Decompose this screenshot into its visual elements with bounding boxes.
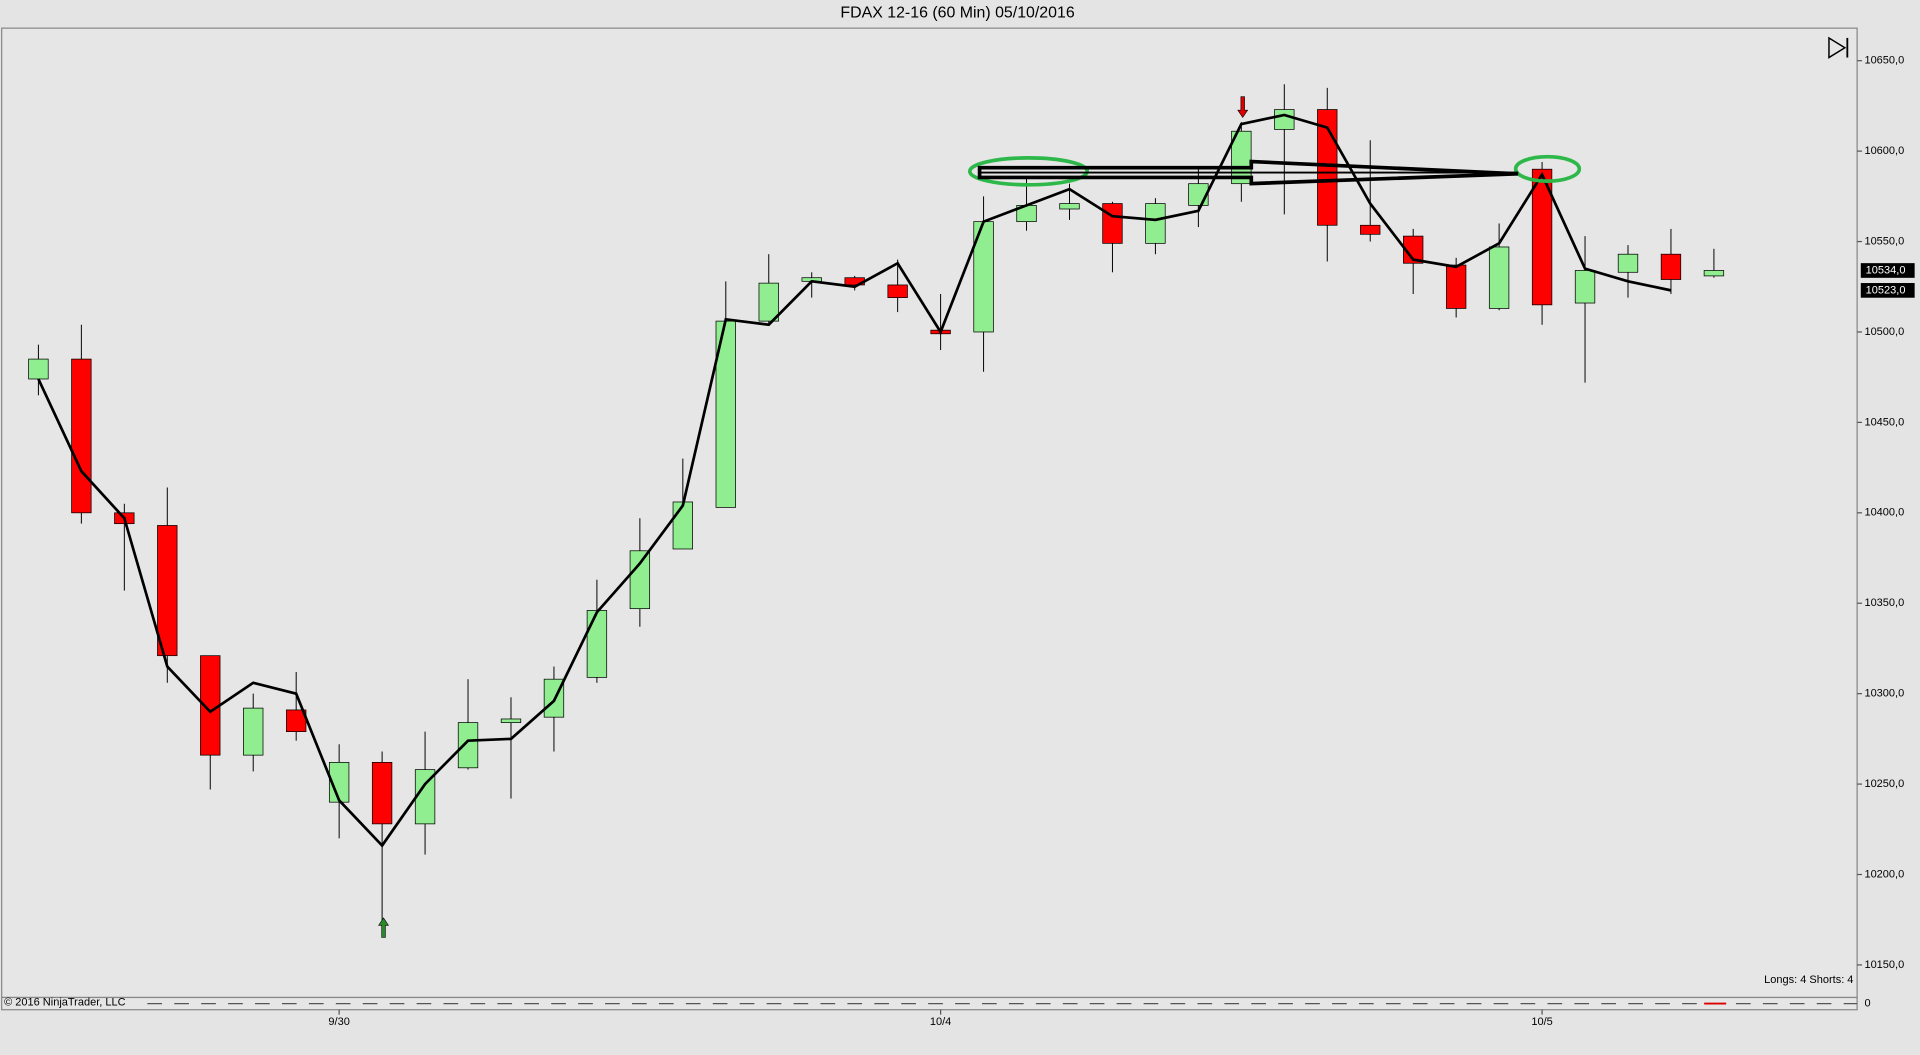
candle-body [371, 762, 393, 825]
short-signal [1237, 96, 1249, 119]
candle-body [1102, 203, 1123, 244]
chart-title: FDAX 12-16 (60 Min) 05/10/2016 [840, 5, 1074, 22]
candle-body [1488, 246, 1510, 309]
candle-body [629, 550, 651, 610]
y-tick-label: 10350,0 [1864, 597, 1904, 609]
copyright: © 2016 NinjaTrader, LLC [4, 996, 125, 1008]
marks [28, 84, 1725, 922]
candle-body [500, 718, 522, 723]
candle-body [1360, 224, 1381, 235]
x-tick-label: 9/30 [328, 1016, 349, 1028]
candle-body [1703, 270, 1725, 277]
candle-body [887, 284, 908, 298]
y-tick-label: 10300,0 [1864, 688, 1904, 700]
y-tick-label: 10150,0 [1864, 959, 1904, 971]
arrow-drawing [977, 159, 1519, 186]
candle-body [758, 282, 779, 322]
candle-body [1617, 253, 1639, 273]
scroll-end-icon[interactable] [1828, 36, 1847, 59]
candle-body [157, 525, 178, 657]
y-tick-label: 10550,0 [1864, 235, 1904, 247]
y-tick-label: 10450,0 [1864, 416, 1904, 428]
y-tick-label: 10600,0 [1864, 145, 1904, 157]
drawings [378, 96, 1582, 938]
candle-body [1274, 109, 1295, 130]
lower-axis-label: 0 [1864, 998, 1870, 1010]
price-marker [1860, 283, 1915, 298]
candle-body [457, 722, 479, 769]
y-tick-label: 10250,0 [1864, 778, 1904, 790]
candle-body [71, 358, 92, 514]
ellipse-drawing [1513, 154, 1582, 183]
candle-body [1660, 253, 1682, 280]
candle-body [586, 610, 608, 678]
candle-body [1445, 264, 1467, 309]
ellipse-drawing [967, 156, 1090, 187]
price-marker-label: 10523,0 [1866, 284, 1906, 296]
candle-body [1531, 168, 1553, 306]
candle-body [672, 501, 693, 550]
x-tick-label: 10/4 [930, 1016, 951, 1028]
y-tick-label: 10500,0 [1864, 326, 1904, 338]
candle-body [1574, 270, 1596, 304]
y-tick-label: 10650,0 [1864, 55, 1904, 67]
status-text: Longs: 4 Shorts: 4 [1764, 974, 1853, 986]
scroll-end-button[interactable] [1828, 36, 1849, 59]
candle-body [1145, 203, 1166, 244]
x-tick-label: 10/5 [1531, 1016, 1552, 1028]
long-signal [378, 917, 390, 938]
y-tick-label: 10400,0 [1864, 507, 1904, 519]
candle-body [243, 707, 264, 756]
candle-body [28, 358, 49, 380]
overlay-line [37, 113, 1672, 848]
candle-body [1403, 235, 1424, 264]
price-marker [1860, 263, 1915, 278]
y-tick-label: 10200,0 [1864, 868, 1904, 880]
price-marker-label: 10534,0 [1866, 264, 1906, 276]
candle-body [1059, 203, 1080, 210]
candle-body [1231, 130, 1252, 185]
